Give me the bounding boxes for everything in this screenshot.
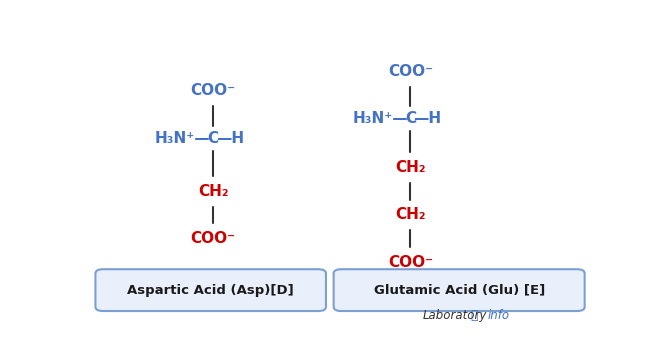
Text: Glutamic Acid (Glu) [E]: Glutamic Acid (Glu) [E] bbox=[373, 283, 545, 296]
Text: CH₂: CH₂ bbox=[198, 184, 229, 199]
Text: CH₂: CH₂ bbox=[395, 207, 426, 222]
Text: info: info bbox=[487, 309, 510, 322]
Text: COO⁻: COO⁻ bbox=[190, 83, 236, 98]
Text: CH₂: CH₂ bbox=[395, 160, 426, 175]
Text: H₃N⁺—: H₃N⁺— bbox=[352, 111, 408, 126]
Text: C: C bbox=[208, 131, 219, 146]
Text: COO⁻: COO⁻ bbox=[388, 255, 433, 270]
FancyBboxPatch shape bbox=[334, 269, 584, 311]
Text: Aspartic Acid (Asp)[D]: Aspartic Acid (Asp)[D] bbox=[128, 283, 294, 296]
Text: C: C bbox=[405, 111, 416, 126]
Text: COO⁻: COO⁻ bbox=[190, 231, 236, 246]
Text: —H: —H bbox=[413, 111, 441, 126]
Text: Ⓛ: Ⓛ bbox=[471, 309, 479, 322]
Text: H₃N⁺—: H₃N⁺— bbox=[155, 131, 211, 146]
Text: —H: —H bbox=[215, 131, 244, 146]
Text: Laboratory: Laboratory bbox=[423, 309, 487, 322]
FancyBboxPatch shape bbox=[95, 269, 326, 311]
Text: COO⁻: COO⁻ bbox=[388, 64, 433, 79]
